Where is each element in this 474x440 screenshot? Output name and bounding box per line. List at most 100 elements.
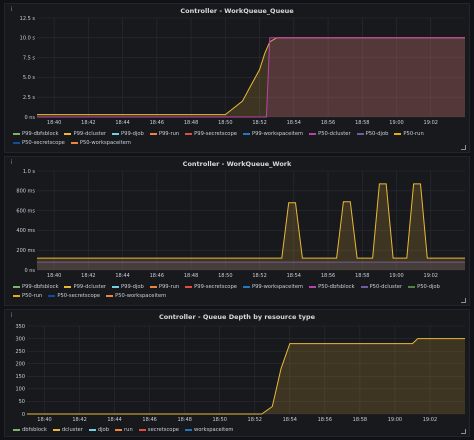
x-tick-label: 18:48 bbox=[184, 273, 198, 279]
legend-swatch-icon bbox=[115, 429, 123, 431]
x-tick-label: 19:00 bbox=[388, 417, 402, 423]
legend-item[interactable]: secretscope bbox=[138, 427, 179, 433]
legend-swatch-icon bbox=[408, 286, 416, 288]
legend-label: P50-dcluster bbox=[369, 284, 403, 290]
y-tick-label: 7.5 s bbox=[23, 55, 36, 61]
panel-title[interactable]: Controller - WorkQueue_Queue bbox=[180, 7, 294, 15]
legend-label: P50-djob bbox=[417, 284, 440, 290]
legend-swatch-icon bbox=[185, 133, 193, 135]
y-tick-label: 0 ns bbox=[24, 268, 35, 274]
legend-item[interactable]: run bbox=[115, 427, 133, 433]
x-tick-label: 18:58 bbox=[355, 273, 369, 279]
legend-swatch-icon bbox=[13, 142, 20, 144]
legend-swatch-icon bbox=[184, 429, 192, 431]
panel-title[interactable]: Controller - Queue Depth by resource typ… bbox=[158, 313, 316, 321]
series-line-P99-dcluster[interactable] bbox=[37, 183, 465, 259]
legend-item[interactable]: dcluster bbox=[52, 427, 83, 433]
x-tick-label: 18:52 bbox=[252, 273, 266, 279]
legend-item[interactable]: P50-run bbox=[13, 293, 42, 299]
resize-handle-icon[interactable] bbox=[461, 145, 466, 150]
legend-item[interactable]: workspaceitem bbox=[184, 427, 233, 433]
legend-swatch-icon bbox=[48, 295, 56, 297]
legend-item[interactable]: P99-dcluster bbox=[64, 131, 106, 137]
x-tick-label: 18:50 bbox=[213, 417, 227, 423]
x-tick-label: 18:52 bbox=[248, 417, 262, 423]
legend-item[interactable]: P50-workspaceitem bbox=[106, 293, 166, 299]
y-tick-label: 10.0 s bbox=[20, 36, 36, 42]
legend-item[interactable]: dbfsblock bbox=[13, 427, 47, 433]
legend-swatch-icon bbox=[52, 429, 60, 431]
x-tick-label: 19:02 bbox=[424, 273, 438, 279]
panel-info-icon[interactable]: i bbox=[10, 312, 13, 319]
legend-item[interactable]: P50-djob bbox=[408, 284, 440, 290]
chart-workqueue-work: 0 ns 200 ms 400 ms 600 ms 800 ms 1.0 s 18:40 18… bbox=[16, 169, 465, 279]
y-tick-label: 150 bbox=[15, 374, 25, 380]
legend-item[interactable]: P99-secretscope bbox=[185, 131, 237, 137]
legend-item[interactable]: P50-run bbox=[394, 131, 424, 137]
y-tick-label: 200 bbox=[15, 362, 25, 368]
legend-item[interactable]: P50-workspaceitem bbox=[70, 140, 131, 146]
legend-swatch-icon bbox=[64, 286, 72, 288]
legend-item[interactable]: P99-workspaceitem bbox=[242, 284, 304, 290]
x-tick-label: 18:42 bbox=[72, 417, 86, 423]
legend-label: P50-djob bbox=[365, 131, 389, 137]
x-tick-label: 18:54 bbox=[287, 120, 301, 126]
legend-label: P50-dcluster bbox=[318, 131, 351, 137]
legend-item[interactable]: P50-djob bbox=[356, 131, 389, 137]
legend-swatch-icon bbox=[356, 133, 364, 135]
legend-label: P50-dbfsblock bbox=[318, 284, 355, 290]
legend-item[interactable]: P99-dbfsblock bbox=[13, 284, 58, 290]
panel-info-icon[interactable]: i bbox=[10, 6, 13, 13]
y-tick-label: 12.5 s bbox=[20, 16, 36, 22]
legend-swatch-icon bbox=[309, 286, 317, 288]
x-tick-label: 18:54 bbox=[283, 417, 297, 423]
legend-item[interactable]: P99-djob bbox=[112, 284, 144, 290]
panel-info-icon[interactable]: i bbox=[10, 159, 13, 166]
legend-item[interactable]: P99-run bbox=[149, 284, 179, 290]
legend-item[interactable]: P99-dbfsblock bbox=[13, 131, 58, 137]
y-tick-label: 1.0 s bbox=[23, 169, 36, 175]
x-tick-label: 18:54 bbox=[287, 273, 301, 279]
x-tick-label: 18:48 bbox=[184, 120, 198, 126]
legend-label: P99-run bbox=[158, 131, 180, 137]
series-area-P99-dcluster bbox=[37, 37, 465, 117]
series-line-dcluster[interactable] bbox=[27, 338, 465, 415]
legend-item[interactable]: djob bbox=[88, 427, 109, 433]
panel-workqueue-queue: i Controller - WorkQueue_Queue 0 ns 2.5 s… bbox=[4, 3, 470, 153]
y-tick-label: 2.5 s bbox=[23, 95, 36, 101]
x-tick-label: 18:46 bbox=[142, 417, 156, 423]
legend-item[interactable]: P50-dcluster bbox=[360, 284, 403, 290]
legend-swatch-icon bbox=[64, 133, 72, 135]
legend-label: P50-workspaceitem bbox=[79, 140, 131, 146]
legend-item[interactable]: P50-dbfsblock bbox=[309, 284, 355, 290]
legend-label: P99-workspaceitem bbox=[251, 131, 304, 137]
legend-item[interactable]: P99-workspaceitem bbox=[242, 131, 304, 137]
legend-label: P99-workspaceitem bbox=[251, 284, 304, 290]
legend-swatch-icon bbox=[149, 133, 157, 135]
legend-item[interactable]: P99-secretscope bbox=[185, 284, 237, 290]
resize-handle-icon[interactable] bbox=[461, 298, 466, 303]
x-tick-label: 18:46 bbox=[150, 273, 164, 279]
legend-swatch-icon bbox=[149, 286, 157, 288]
legend-label: P50-workspaceitem bbox=[115, 293, 167, 299]
panel-title[interactable]: Controller - WorkQueue_Work bbox=[182, 160, 292, 168]
legend-swatch-icon bbox=[242, 286, 250, 288]
legend-label: dbfsblock bbox=[22, 427, 47, 433]
resize-handle-icon[interactable] bbox=[461, 429, 466, 434]
legend-item[interactable]: P99-dcluster bbox=[64, 284, 106, 290]
x-tick-label: 18:44 bbox=[115, 273, 129, 279]
legend-item[interactable]: P50-dcluster bbox=[309, 131, 351, 137]
x-tick-label: 19:00 bbox=[389, 273, 403, 279]
legend-item[interactable]: P50-secretscope bbox=[13, 140, 65, 146]
legend-label: P99-dcluster bbox=[73, 284, 107, 290]
legend-item[interactable]: P99-djob bbox=[112, 131, 144, 137]
legend-label: P50-secretscope bbox=[22, 140, 65, 146]
series-line-P50-dcluster[interactable] bbox=[37, 37, 465, 118]
y-tick-label: 0 ns bbox=[24, 115, 35, 121]
legend-label: P50-run bbox=[403, 131, 424, 137]
x-tick-label: 19:00 bbox=[389, 120, 403, 126]
legend-item[interactable]: P99-run bbox=[149, 131, 180, 137]
legend-label: P99-secretscope bbox=[194, 284, 237, 290]
x-tick-label: 18:40 bbox=[37, 417, 51, 423]
legend-item[interactable]: P50-secretscope bbox=[48, 293, 100, 299]
